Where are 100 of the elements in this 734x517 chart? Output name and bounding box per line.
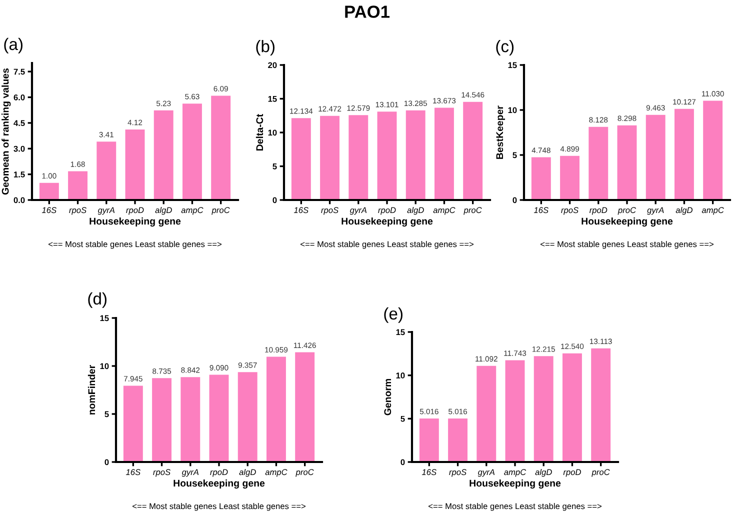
bar xyxy=(320,116,340,200)
bar xyxy=(123,386,143,462)
bar xyxy=(68,171,88,200)
x-tick-label: proC xyxy=(618,207,636,215)
y-tick-label: 15 xyxy=(100,315,109,322)
text: <== Most stable genes Least stable genes ==> xyxy=(48,241,222,249)
bar xyxy=(448,418,468,462)
y-tick-label: 15 xyxy=(268,96,277,102)
x-tick-label: ampC xyxy=(504,469,526,477)
x-tick-label: 16S xyxy=(534,207,548,214)
bar xyxy=(646,114,666,200)
chart-title: (e) xyxy=(384,307,402,323)
bar xyxy=(39,182,59,200)
y-tick-label: 4.5 xyxy=(14,120,25,126)
y-tick-label: 15 xyxy=(508,62,517,68)
x-tick-label: proC xyxy=(296,469,314,477)
x-tick-label: algD xyxy=(239,468,256,477)
y-tick-label: 15 xyxy=(396,329,405,336)
bar xyxy=(211,96,231,200)
bar xyxy=(534,356,554,462)
x-axis-title: Housekeeping gene xyxy=(90,217,181,227)
y-tick-label: 0 xyxy=(400,459,405,466)
x-axis-title: Housekeeping gene xyxy=(470,479,561,489)
bar xyxy=(180,377,200,462)
bar xyxy=(348,115,368,200)
x-tick-label: rpoS xyxy=(449,469,466,477)
x-tick-label: ampC xyxy=(702,207,724,215)
x-tick-label: ampC xyxy=(265,469,288,477)
bar xyxy=(238,372,258,462)
x-axis-title: Housekeeping gene xyxy=(342,217,433,227)
text: PAO1 xyxy=(345,6,390,18)
x-tick-label: rpoS xyxy=(561,207,578,215)
chart-title: (a) xyxy=(4,38,22,54)
bar xyxy=(152,378,172,462)
y-tick-label: 5 xyxy=(512,152,517,158)
bar xyxy=(588,126,608,200)
x-tick-label: 16S xyxy=(422,469,436,476)
bar xyxy=(476,366,496,462)
bar xyxy=(266,356,286,462)
bar xyxy=(562,353,582,462)
y-tick-label: 5 xyxy=(104,411,109,418)
x-tick-label: rpoS xyxy=(69,207,86,215)
y-axis-title: Geomean of ranking values xyxy=(2,68,11,195)
bar xyxy=(560,156,580,200)
y-tick-label: 10 xyxy=(396,372,405,378)
bar xyxy=(617,125,637,200)
bar xyxy=(377,112,397,200)
x-tick-label: algD xyxy=(155,206,172,215)
x-tick-label: algD xyxy=(535,468,552,477)
x-tick-label: 16S xyxy=(42,207,56,214)
x-tick-label: rpoD xyxy=(210,469,228,477)
bar xyxy=(406,110,426,200)
x-tick-label: gyrA xyxy=(647,207,664,215)
y-axis-title: nomFinder xyxy=(88,365,96,414)
x-tick-label: gyrA xyxy=(350,207,367,215)
chart-title: (c) xyxy=(496,40,514,56)
y-tick-label: 10 xyxy=(100,363,109,370)
y-tick-label: 10 xyxy=(508,107,517,114)
bar xyxy=(703,100,723,200)
x-tick-label: 16S xyxy=(126,469,140,476)
x-tick-label: rpoS xyxy=(321,207,338,215)
x-tick-label: rpoD xyxy=(563,469,581,477)
y-tick-label: 5 xyxy=(272,164,277,170)
chart-title: (d) xyxy=(88,292,106,308)
bar xyxy=(505,360,525,462)
x-tick-label: ampC xyxy=(181,207,204,215)
x-tick-label: proC xyxy=(464,207,482,215)
bar xyxy=(154,110,174,200)
bar xyxy=(295,352,315,462)
bar xyxy=(434,108,454,200)
y-tick-label: 20 xyxy=(268,62,277,68)
x-axis-title: Housekeeping gene xyxy=(174,479,265,489)
bar xyxy=(96,142,116,200)
x-axis-title: Housekeeping gene xyxy=(582,217,673,227)
text: <== Most stable genes Least stable genes ==> xyxy=(428,503,602,511)
y-axis-title: Genorm xyxy=(384,378,392,416)
bar xyxy=(674,108,694,200)
x-tick-label: ampC xyxy=(433,207,456,215)
y-tick-label: 6.0 xyxy=(14,94,25,100)
x-tick-label: rpoD xyxy=(378,207,396,215)
x-tick-label: gyrA xyxy=(478,469,495,477)
y-tick-label: 0 xyxy=(104,459,109,466)
bar xyxy=(291,118,311,200)
y-tick-label: 0.0 xyxy=(14,197,25,204)
y-axis-title: BestKeeper xyxy=(496,106,506,159)
bar xyxy=(182,104,202,200)
y-tick-label: 5 xyxy=(400,416,405,422)
bar xyxy=(419,418,439,462)
bar xyxy=(531,157,551,200)
bar xyxy=(463,102,483,200)
x-tick-label: algD xyxy=(407,206,424,215)
x-tick-label: gyrA xyxy=(182,469,199,477)
x-tick-label: 16S xyxy=(294,207,308,214)
x-tick-label: gyrA xyxy=(98,207,115,215)
x-tick-label: rpoS xyxy=(153,469,170,477)
y-tick-label: 7.5 xyxy=(14,68,25,75)
chart-title: (b) xyxy=(256,40,274,56)
text: <== Most stable genes Least stable genes ==> xyxy=(540,241,714,249)
y-tick-label: 1.5 xyxy=(14,172,25,178)
bar xyxy=(209,374,229,462)
